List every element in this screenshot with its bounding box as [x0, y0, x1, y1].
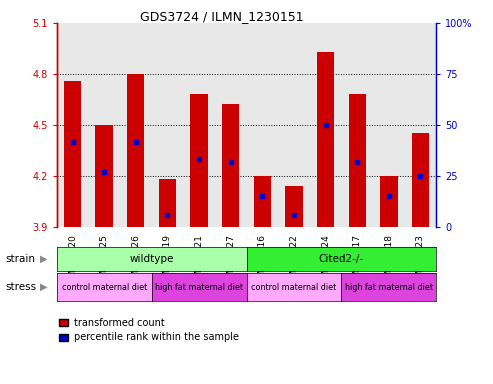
Bar — [380, 175, 397, 227]
Text: wildtype: wildtype — [129, 253, 174, 264]
Bar — [412, 133, 429, 227]
Bar — [317, 52, 334, 227]
Text: transformed count: transformed count — [74, 318, 165, 328]
Bar — [127, 74, 144, 227]
Text: high fat maternal diet: high fat maternal diet — [155, 283, 243, 291]
Text: percentile rank within the sample: percentile rank within the sample — [74, 332, 239, 342]
Text: stress: stress — [5, 282, 36, 292]
Bar — [285, 186, 303, 227]
Text: ▶: ▶ — [40, 253, 48, 264]
Text: control maternal diet: control maternal diet — [251, 283, 337, 291]
Bar — [64, 81, 81, 227]
Text: control maternal diet: control maternal diet — [62, 283, 147, 291]
Bar — [349, 94, 366, 227]
Bar — [190, 94, 208, 227]
Bar — [159, 179, 176, 227]
Bar — [222, 104, 240, 227]
Text: strain: strain — [5, 253, 35, 264]
Text: Cited2-/-: Cited2-/- — [319, 253, 364, 264]
Text: high fat maternal diet: high fat maternal diet — [345, 283, 433, 291]
Text: ▶: ▶ — [40, 282, 48, 292]
Bar — [96, 125, 113, 227]
Text: GDS3724 / ILMN_1230151: GDS3724 / ILMN_1230151 — [140, 10, 304, 23]
Bar — [253, 175, 271, 227]
